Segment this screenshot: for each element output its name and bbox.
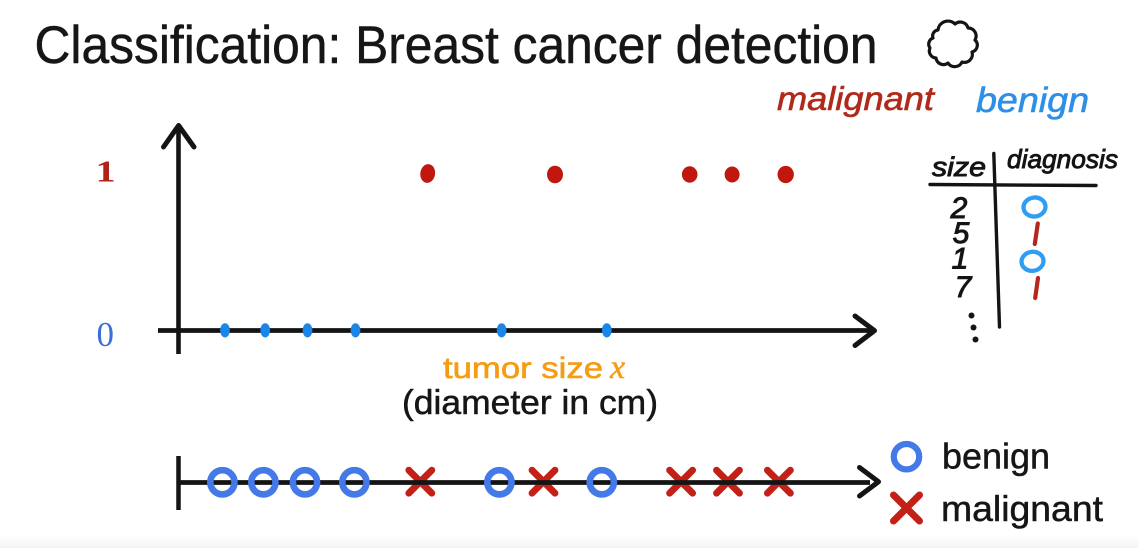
- svg-text:5: 5: [953, 217, 970, 250]
- svg-text:benign: benign: [976, 81, 1089, 120]
- svg-text:malignant: malignant: [777, 80, 936, 117]
- svg-text:tumor size: tumor size: [443, 352, 603, 385]
- svg-text:size: size: [932, 152, 986, 182]
- svg-text:1: 1: [952, 243, 969, 276]
- svg-text:Classification: Breast cancer: Classification: Breast cancer detection: [35, 16, 878, 75]
- svg-text:2: 2: [950, 192, 968, 225]
- svg-text:x: x: [609, 349, 625, 386]
- svg-text:diagnosis: diagnosis: [1007, 144, 1118, 174]
- svg-text:(diameter in cm): (diameter in cm): [402, 384, 658, 422]
- svg-text:1: 1: [96, 154, 116, 188]
- svg-text:malignant: malignant: [941, 488, 1103, 529]
- svg-text:benign: benign: [942, 436, 1050, 477]
- svg-text:7: 7: [955, 271, 973, 304]
- svg-text:0: 0: [97, 315, 115, 354]
